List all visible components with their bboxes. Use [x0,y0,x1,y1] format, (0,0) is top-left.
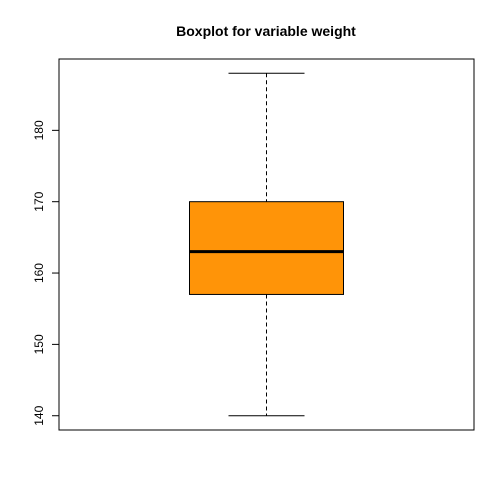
y-tick-label: 160 [32,263,46,283]
y-tick-label: 150 [32,334,46,354]
y-tick-label: 170 [32,191,46,211]
y-axis: 140 150 160 170 180 [32,120,59,426]
box-group [190,73,344,415]
y-tick-label: 140 [32,405,46,425]
y-tick-label: 180 [32,120,46,140]
iqr-box [190,202,344,295]
chart-title: Boxplot for variable weight [176,23,356,39]
